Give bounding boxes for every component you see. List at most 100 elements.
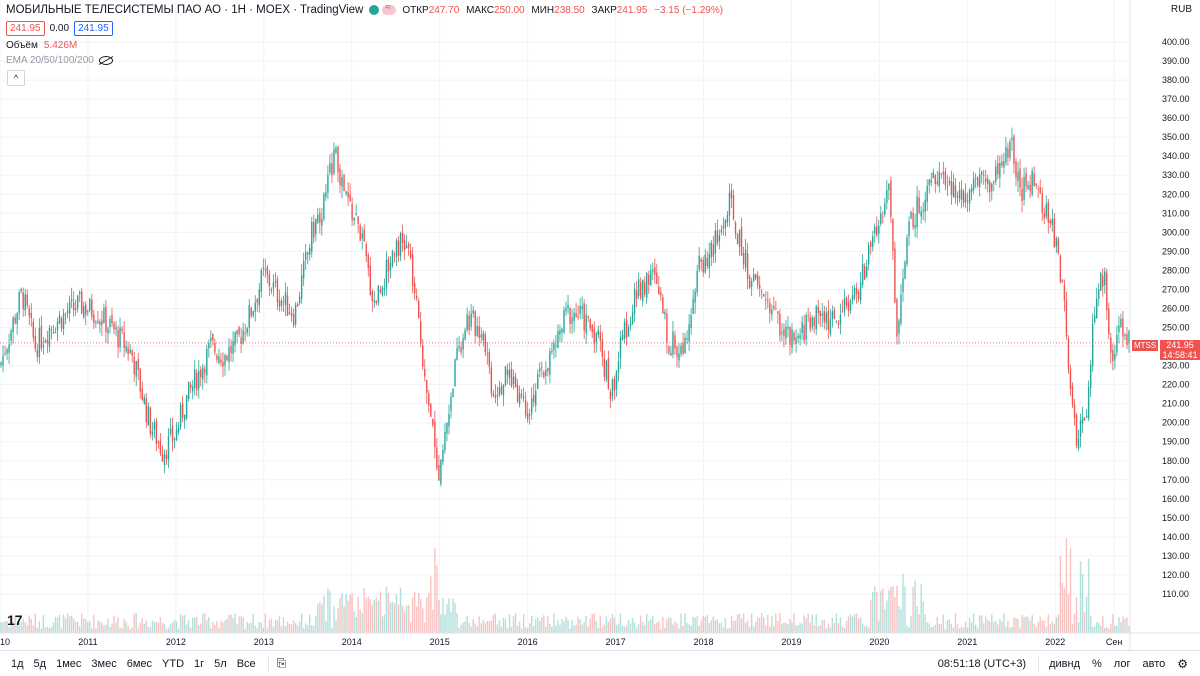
range-5y[interactable]: 5л [214, 657, 227, 670]
range-6m[interactable]: 6мес [126, 657, 153, 670]
bar-countdown: 14:58:41 [1162, 350, 1198, 360]
candle-body [1069, 368, 1072, 389]
candle-body [187, 381, 190, 399]
volume-bar [422, 608, 424, 633]
bottom-right-controls: 08:51:18 (UTC+3) дивнд % лог авто ⚙ [938, 651, 1200, 676]
candle-body [595, 333, 597, 343]
clock-time[interactable]: 08:51:18 (UTC+3) [937, 657, 1027, 670]
volume-bar [1089, 615, 1092, 633]
x-tick-label: 2019 [781, 637, 801, 647]
candle-body [785, 326, 787, 339]
price-axis[interactable]: 110.00 120.00 130.00 140.00 150.00 160.00 170.… [1129, 0, 1190, 650]
range-3m[interactable]: 3мес [91, 657, 117, 670]
volume-bar [383, 614, 386, 633]
collapse-legend-button[interactable]: ^ [7, 70, 25, 86]
candle-body [843, 298, 846, 312]
volume-bar [371, 604, 374, 633]
candle-body [504, 366, 507, 386]
candle-body [809, 317, 811, 330]
x-tick-label: 2014 [342, 637, 362, 647]
tradingview-logo-icon[interactable]: 17 [7, 612, 23, 628]
ask-price-box[interactable]: 241.95 [74, 21, 113, 36]
percent-toggle[interactable]: % [1092, 657, 1102, 670]
volume-bar [359, 609, 361, 633]
candle-body [676, 346, 678, 358]
candle-body [551, 350, 553, 353]
candle-body [185, 395, 188, 419]
calendar-goto-icon[interactable]: ⎘ [276, 656, 287, 670]
eye-hidden-icon[interactable] [98, 56, 113, 65]
range-1m[interactable]: 1мес [56, 657, 82, 670]
volume-bar [113, 615, 115, 633]
volume-legend[interactable]: Объём 5.426M [6, 40, 77, 51]
volume-bar [157, 622, 160, 633]
log-toggle[interactable]: лог [1113, 657, 1131, 670]
volume-bar [801, 623, 803, 633]
volume-bar [151, 620, 154, 633]
volume-bar [934, 624, 936, 633]
volume-bar [290, 624, 293, 633]
candle-body [1021, 188, 1023, 202]
volume-bar [571, 619, 573, 633]
volume-bar [333, 606, 335, 633]
candle-body [371, 291, 374, 302]
candle-body [2, 355, 4, 366]
range-all[interactable]: Все [236, 657, 256, 670]
volume-bar [553, 613, 555, 633]
x-tick-label: 2015 [430, 637, 450, 647]
candle-body [169, 428, 172, 434]
candle-body [744, 249, 747, 269]
volume-bar [466, 616, 468, 633]
range-1d[interactable]: 1д [11, 657, 24, 670]
volume-bar [765, 625, 767, 633]
volume-bar [266, 628, 269, 633]
volume-bar [1047, 614, 1049, 633]
volume-bar [1124, 618, 1126, 633]
range-1y[interactable]: 1г [194, 657, 205, 670]
range-ytd[interactable]: YTD [162, 657, 185, 670]
ema-legend[interactable]: EMA 20/50/100/200 [6, 55, 113, 66]
volume-bar [767, 614, 769, 633]
price-chart[interactable]: 110.00120.00130.00140.00150.00160.00170.… [0, 0, 1200, 650]
candle-body [355, 213, 357, 215]
volume-bar [1025, 616, 1027, 633]
volume-bar [189, 627, 192, 633]
last-price-symbol-tag: MTSS [1132, 340, 1159, 351]
volume-bar [547, 615, 549, 633]
volume-bar [861, 623, 864, 633]
currency-label[interactable]: RUB [1170, 4, 1192, 15]
market-open-dot-icon [369, 5, 380, 15]
time-axis[interactable]: 2010 2011 2012 2013 2014 2015 2016 2017 2018 2019… [0, 632, 1200, 647]
volume-bar [543, 615, 545, 633]
candle-body [851, 295, 854, 300]
volume-bar [684, 613, 686, 633]
dividends-toggle[interactable]: дивнд [1049, 657, 1081, 670]
settings-gear-icon[interactable]: ⚙ [1177, 656, 1188, 671]
volume-bar [833, 623, 836, 633]
candle-body [958, 190, 961, 199]
volume-bar [958, 628, 961, 633]
volume-bar [847, 616, 850, 633]
symbol-legend[interactable]: МОБИЛЬНЫЕ ТЕЛЕСИСТЕМЫ ПАО АО · 1Н · MOEX… [6, 2, 723, 16]
volume-bar [771, 616, 773, 633]
candle-body [518, 392, 521, 405]
candle-body [831, 311, 834, 320]
volume-bar [587, 626, 589, 633]
candle-body [315, 219, 317, 235]
volume-bar [438, 599, 440, 633]
volume-bar [605, 616, 608, 633]
candle-body [932, 172, 934, 179]
volume-bar [343, 606, 345, 633]
symbol-title[interactable]: МОБИЛЬНЫЕ ТЕЛЕСИСТЕМЫ ПАО АО · 1Н · MOEX… [6, 4, 364, 16]
candle-body [220, 359, 222, 363]
volume-bar [70, 615, 73, 633]
auto-toggle[interactable]: авто [1142, 657, 1166, 670]
volume-bar [81, 613, 83, 633]
bid-price-box[interactable]: 241.95 [6, 21, 45, 36]
volume-bar [411, 597, 414, 633]
candle-body [313, 222, 315, 238]
volume-bar [46, 626, 49, 633]
candle-body [662, 297, 664, 314]
range-5d[interactable]: 5д [33, 657, 47, 670]
volume-bar [6, 621, 8, 633]
